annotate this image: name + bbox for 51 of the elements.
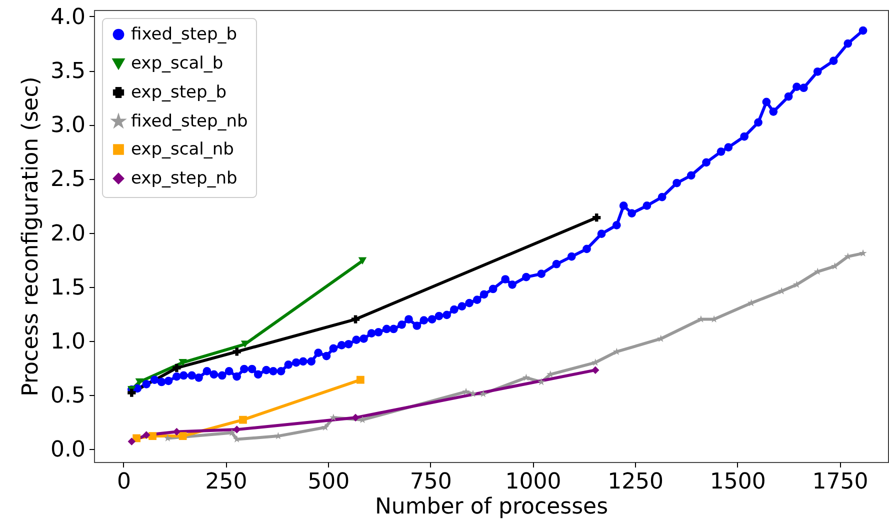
legend-label: exp_step_nb	[131, 168, 238, 188]
point	[469, 390, 477, 398]
x-tick-label: 250	[205, 470, 248, 494]
x-tick-label: 0	[116, 470, 131, 494]
legend-label: exp_scal_b	[131, 54, 224, 74]
x-tick-label: 1750	[812, 470, 868, 494]
legend-label: exp_scal_nb	[131, 140, 234, 160]
y-tick-label: 4.0	[50, 4, 86, 30]
point	[522, 374, 530, 381]
point	[142, 431, 150, 439]
point	[128, 388, 136, 397]
y-tick-label: 1.0	[50, 329, 86, 354]
point	[538, 378, 546, 386]
point	[358, 257, 367, 264]
y-tick-label: 0.0	[50, 438, 86, 463]
point	[330, 414, 338, 421]
x-tick-label: 750	[410, 470, 452, 494]
point	[178, 358, 187, 366]
x-axis-title: Number of processes	[374, 494, 608, 520]
point	[591, 366, 600, 374]
y-tick-label: 1.5	[50, 275, 86, 300]
point	[172, 428, 181, 436]
point	[859, 249, 867, 257]
x-tick-label: 1500	[710, 470, 766, 494]
point	[148, 432, 156, 440]
point	[232, 348, 241, 356]
point	[164, 434, 172, 442]
y-axis-title: Process reconfiguration (sec)	[18, 76, 44, 396]
point	[172, 364, 181, 372]
legend-label: fixed_step_nb	[131, 112, 248, 132]
y-tick-label: 3.5	[50, 59, 86, 84]
y-tick-label: 2.5	[50, 167, 86, 192]
point	[479, 390, 488, 398]
y-tick-label: 2.0	[50, 221, 86, 246]
point	[321, 423, 330, 431]
point	[462, 388, 470, 395]
legend-label: exp_step_b	[131, 82, 227, 102]
point	[178, 432, 187, 440]
x-tick-label: 1250	[608, 470, 664, 494]
y-tick-label: 0.5	[50, 383, 86, 408]
point	[352, 414, 360, 422]
legend-label: fixed_step_b	[131, 24, 238, 44]
point	[351, 315, 360, 324]
point	[128, 438, 136, 446]
x-tick-label: 500	[308, 470, 350, 494]
x-tick-label: 1000	[505, 470, 562, 494]
y-tick-label: 3.0	[50, 113, 86, 138]
point	[356, 376, 364, 384]
point	[592, 214, 601, 222]
point	[239, 416, 247, 424]
point	[135, 378, 144, 386]
